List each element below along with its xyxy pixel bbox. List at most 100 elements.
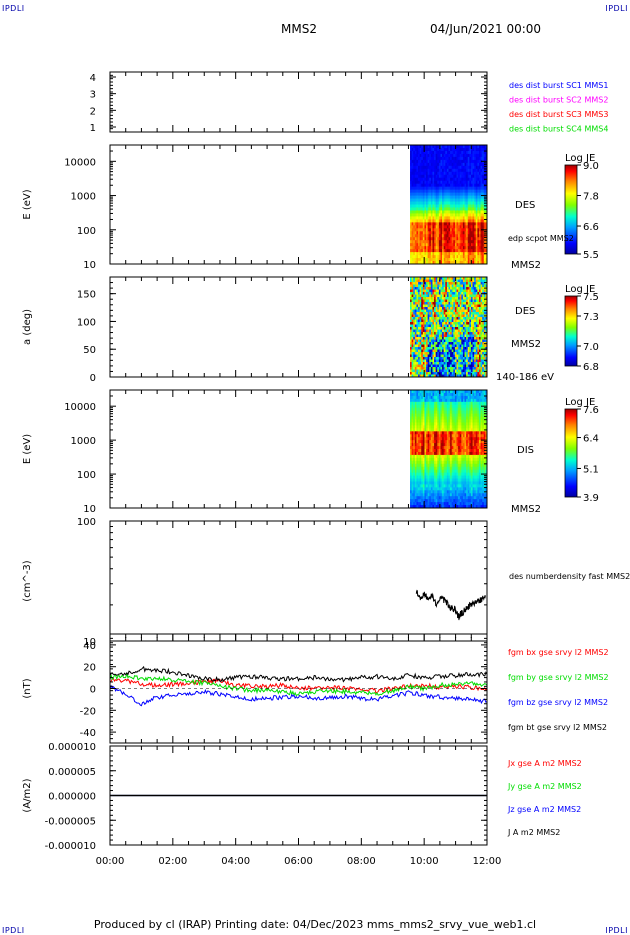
spectrogram-cell bbox=[466, 240, 469, 244]
spectrogram-cell bbox=[421, 364, 424, 368]
spectrogram-cell bbox=[475, 159, 478, 164]
spectrogram-cell bbox=[418, 398, 421, 403]
spectrogram-cell bbox=[430, 472, 433, 476]
spectrogram-cell bbox=[418, 475, 421, 479]
spectrogram-cell bbox=[453, 258, 456, 262]
spectrogram-cell bbox=[472, 359, 475, 363]
spectrogram-cell bbox=[459, 362, 462, 365]
spectrogram-cell bbox=[411, 150, 414, 155]
spectrogram-cell bbox=[429, 505, 432, 509]
spectrogram-cell bbox=[445, 150, 448, 155]
spectrogram-cell bbox=[451, 451, 454, 456]
spectrogram-cell bbox=[474, 216, 477, 220]
spectrogram-cell bbox=[427, 342, 430, 345]
spectrogram-cell bbox=[454, 329, 457, 333]
spectrogram-cell bbox=[432, 475, 435, 479]
spectrogram-cell bbox=[485, 312, 488, 315]
spectrogram-cell bbox=[443, 367, 446, 370]
spectrogram-cell bbox=[453, 279, 456, 283]
spectrogram-cell bbox=[437, 216, 440, 220]
spectrogram-cell bbox=[438, 434, 441, 438]
spectrogram-cell bbox=[429, 372, 432, 375]
spectrogram-cell bbox=[414, 443, 417, 447]
spectrogram-cell bbox=[410, 457, 413, 462]
spectrogram-cell bbox=[454, 282, 457, 285]
spectrogram-cell bbox=[446, 322, 449, 325]
spectrogram-cell bbox=[454, 398, 457, 403]
spectrogram-cell bbox=[445, 502, 448, 506]
spectrogram-cell bbox=[464, 339, 467, 343]
spectrogram-cell bbox=[466, 213, 469, 217]
spectrogram-cell bbox=[445, 237, 448, 241]
spectrogram-cell bbox=[438, 369, 441, 373]
spectrogram-cell bbox=[440, 284, 443, 288]
spectrogram-cell bbox=[485, 374, 488, 378]
spectrogram-cell bbox=[445, 454, 448, 459]
spectrogram-cell bbox=[427, 216, 430, 220]
spectrogram-cell bbox=[448, 222, 451, 226]
spectrogram-cell bbox=[442, 390, 445, 394]
spectrogram-cell bbox=[464, 249, 467, 253]
spectrogram-cell bbox=[437, 367, 440, 370]
spectrogram-cell bbox=[458, 322, 461, 325]
spectrogram-cell bbox=[434, 419, 437, 423]
spectrogram-cell bbox=[421, 487, 424, 491]
spectrogram-cell bbox=[477, 162, 480, 167]
spectrogram-cell bbox=[438, 147, 441, 152]
spectrogram-cell bbox=[435, 425, 438, 429]
spectrogram-cell bbox=[459, 225, 462, 229]
spectrogram-cell bbox=[474, 165, 477, 170]
spectrogram-cell bbox=[450, 216, 453, 220]
spectrogram-cell bbox=[475, 347, 478, 350]
spectrogram-cell bbox=[426, 277, 429, 280]
spectrogram-cell bbox=[466, 168, 469, 173]
spectrogram-cell bbox=[424, 189, 427, 194]
spectrogram-cell bbox=[429, 481, 432, 485]
spectrogram-cell bbox=[411, 337, 414, 340]
spectrogram-cell bbox=[432, 302, 435, 305]
spectrogram-cell bbox=[474, 334, 477, 338]
spectrogram-cell bbox=[467, 359, 470, 363]
spectrogram-cell bbox=[432, 434, 435, 438]
spectrogram-cell bbox=[435, 186, 438, 191]
spectrogram-cell bbox=[411, 322, 414, 325]
spectrogram-cell bbox=[453, 287, 456, 290]
spectrogram-cell bbox=[437, 189, 440, 194]
spectrogram-cell bbox=[472, 225, 475, 229]
spectrogram-cell bbox=[454, 216, 457, 220]
spectrogram-cell bbox=[426, 419, 429, 423]
spectrogram-cell bbox=[421, 307, 424, 310]
spectrogram-cell bbox=[474, 213, 477, 217]
spectrogram-cell bbox=[474, 171, 477, 176]
spectrogram-cell bbox=[411, 457, 414, 462]
spectrogram-cell bbox=[474, 150, 477, 155]
spectrogram-cell bbox=[450, 180, 453, 185]
spectrogram-cell bbox=[451, 183, 454, 188]
spectrogram-cell bbox=[422, 159, 425, 164]
spectrogram-cell bbox=[440, 289, 443, 293]
spectrogram-cell bbox=[427, 219, 430, 223]
spectrogram-cell bbox=[418, 493, 421, 497]
spectrogram-cell bbox=[414, 493, 417, 497]
spectrogram-cell bbox=[414, 431, 417, 435]
spectrogram-cell bbox=[437, 327, 440, 330]
spectrogram-cell bbox=[414, 150, 417, 155]
spectrogram-cell bbox=[414, 302, 417, 305]
spectrogram-cell bbox=[480, 180, 483, 185]
spectrogram-cell bbox=[469, 177, 472, 182]
spectrogram-cell bbox=[451, 156, 454, 161]
spectrogram-cell bbox=[454, 165, 457, 170]
spectrogram-cell bbox=[477, 314, 480, 318]
spectrogram-cell bbox=[445, 339, 448, 343]
spectrogram-cell bbox=[464, 337, 467, 340]
spectrogram-cell bbox=[483, 145, 486, 149]
spectrogram-cell bbox=[459, 354, 462, 358]
spectrogram-cell bbox=[416, 282, 419, 285]
spectrogram-cell bbox=[435, 240, 438, 244]
spectrogram-cell bbox=[414, 437, 417, 441]
spectrogram-cell bbox=[440, 304, 443, 308]
spectrogram-cell bbox=[434, 478, 437, 482]
spectrogram-cell bbox=[469, 337, 472, 340]
spectrogram-cell bbox=[451, 487, 454, 491]
spectrogram-cell bbox=[413, 372, 416, 375]
